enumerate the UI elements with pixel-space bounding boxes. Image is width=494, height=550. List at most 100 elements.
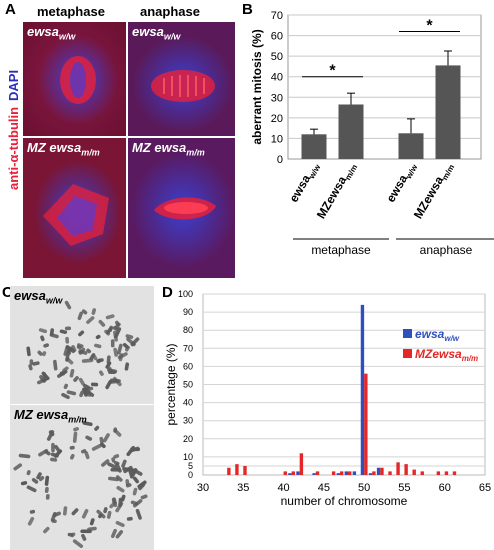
bar-0 bbox=[301, 134, 327, 159]
karyotype-spread-mz: MZ ewsam/m bbox=[10, 405, 154, 550]
micrograph-metaphase-mz: MZ ewsam/m bbox=[23, 138, 126, 278]
tile-label-anaphase-wt: ewsaw/w bbox=[132, 24, 181, 42]
side-label-tubulin: anti-α-tubulin bbox=[6, 106, 21, 190]
chromosome bbox=[101, 459, 110, 467]
chromosome bbox=[115, 530, 124, 539]
chromosome bbox=[115, 520, 125, 528]
chromosome bbox=[63, 383, 69, 390]
tile-label-anaphase-mz: MZ ewsam/m bbox=[132, 140, 205, 158]
chromosome bbox=[132, 487, 138, 496]
chromosome bbox=[113, 454, 120, 459]
chromosome bbox=[140, 494, 148, 500]
bar-series1-x53 bbox=[388, 471, 392, 475]
chromosome bbox=[130, 446, 140, 453]
chromosome bbox=[44, 486, 49, 493]
x-tick-label-6: 60 bbox=[439, 482, 451, 494]
bar-series0-x44 bbox=[312, 473, 316, 475]
chromosome bbox=[106, 510, 112, 519]
bar-series1-x40 bbox=[283, 471, 287, 475]
chromosome bbox=[43, 343, 50, 348]
chromosome bbox=[38, 476, 45, 482]
chromosome bbox=[42, 377, 48, 383]
chromosome bbox=[70, 453, 75, 460]
y-tick-label-7: 60 bbox=[183, 361, 193, 371]
y-tick-label-10: 90 bbox=[183, 307, 193, 317]
significance-marker-0: * bbox=[329, 63, 336, 80]
bar-series1-x34 bbox=[235, 464, 239, 475]
chromosome bbox=[38, 328, 48, 334]
chromosome bbox=[50, 457, 58, 462]
chromosome bbox=[114, 461, 120, 466]
y-tick-label-0: 0 bbox=[277, 154, 283, 166]
chromosome bbox=[59, 329, 68, 335]
chromosome bbox=[122, 342, 129, 349]
bar-series0-x50 bbox=[360, 304, 365, 475]
bar-series1-x59 bbox=[436, 471, 441, 475]
chromosome bbox=[81, 309, 88, 315]
bar-series0-x49 bbox=[352, 471, 357, 475]
chromosome bbox=[18, 453, 31, 459]
chromosome bbox=[115, 501, 124, 513]
bar-series1-x60 bbox=[444, 471, 449, 475]
chromosome bbox=[118, 353, 124, 362]
legend-swatch-0 bbox=[403, 329, 412, 338]
chromosome bbox=[104, 329, 111, 336]
y-tick-label-3: 30 bbox=[271, 92, 283, 104]
legend-label-0: ewsaw/w bbox=[415, 327, 460, 343]
chromosome bbox=[125, 479, 130, 486]
panel-c-letter: C bbox=[2, 284, 13, 301]
chromosome bbox=[103, 507, 108, 514]
chromosome bbox=[89, 518, 95, 526]
bar-3 bbox=[435, 65, 461, 159]
chromosome bbox=[73, 376, 79, 382]
column-header-anaphase: anaphase bbox=[140, 4, 200, 19]
chromosome bbox=[66, 357, 74, 365]
chromosome bbox=[27, 516, 35, 526]
y-tick-label-5: 50 bbox=[271, 51, 283, 63]
chromosome bbox=[95, 334, 101, 340]
bar-2 bbox=[398, 133, 424, 159]
chromosome bbox=[115, 462, 122, 473]
chromosome bbox=[43, 526, 50, 534]
chromosome bbox=[32, 361, 40, 366]
chromosome bbox=[87, 526, 97, 532]
chromosome bbox=[26, 485, 37, 493]
y-axis-label: aberrant mitosis (%) bbox=[250, 29, 264, 144]
panel-a-letter: A bbox=[5, 1, 16, 18]
chromosome bbox=[99, 442, 106, 449]
chromosome bbox=[116, 486, 125, 493]
x-tick-label-1: 35 bbox=[237, 482, 249, 494]
y-tick-label-9: 80 bbox=[183, 325, 193, 335]
tile-label-metaphase-wt: ewsaw/w bbox=[27, 24, 76, 42]
y-tick-label-2: 10 bbox=[183, 452, 193, 462]
chromosome bbox=[96, 509, 106, 519]
bar-series0-x41 bbox=[288, 473, 292, 475]
karyotype-spread-wt: ewsaw/w bbox=[10, 286, 154, 404]
chromosome bbox=[69, 368, 75, 378]
x-tick-label-5: 55 bbox=[398, 482, 410, 494]
chromosome bbox=[77, 311, 83, 321]
chromosome bbox=[40, 335, 45, 342]
bar-series0-x48 bbox=[344, 471, 349, 475]
y-tick-label-2: 20 bbox=[271, 113, 283, 125]
chromosome bbox=[82, 421, 93, 427]
chromosome bbox=[126, 516, 133, 521]
bar-series1-x56 bbox=[412, 469, 416, 475]
chromosome bbox=[37, 350, 43, 356]
chromosome bbox=[109, 379, 119, 384]
chromosome bbox=[31, 478, 39, 484]
bar-series1-x52 bbox=[380, 467, 384, 475]
bar-series1-x51 bbox=[372, 471, 376, 475]
chromosome bbox=[49, 333, 59, 339]
chromosome bbox=[106, 355, 111, 364]
legend-label-1: MZewsam/m bbox=[415, 347, 478, 363]
chromosome bbox=[135, 508, 142, 520]
chromosome bbox=[44, 475, 50, 486]
y-tick-label-1: 10 bbox=[271, 133, 283, 145]
x-tick-label-3: 45 bbox=[318, 482, 330, 494]
chromosome bbox=[45, 494, 50, 500]
bar-series1-x61 bbox=[452, 471, 457, 475]
bar-series1-x35 bbox=[243, 465, 247, 475]
chromosome bbox=[96, 358, 102, 364]
